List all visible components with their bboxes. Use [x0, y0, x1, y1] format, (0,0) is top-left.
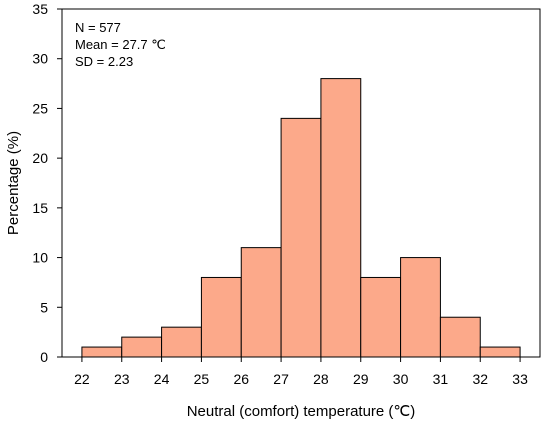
x-tick-label: 27 — [273, 371, 289, 387]
x-tick-label: 32 — [472, 371, 488, 387]
bar-23-24 — [121, 336, 163, 358]
x-axis-title: Neutral (comfort) temperature (℃) — [187, 403, 416, 420]
y-axis-ticks: 0 5 10 15 20 25 30 35 — [32, 1, 62, 365]
y-tick-label: 25 — [32, 100, 48, 116]
bar-26-27 — [240, 247, 282, 358]
x-tick-label: 26 — [233, 371, 249, 387]
plot-frame — [61, 8, 541, 358]
x-tick-label: 25 — [194, 371, 210, 387]
bar-29-30 — [360, 276, 402, 358]
bar-32-33 — [479, 346, 521, 358]
annotations: N = 577 Mean = 27.7 ℃ SD = 2.23 — [75, 20, 166, 69]
x-tick-label: 29 — [353, 371, 369, 387]
x-tick-label: 28 — [313, 371, 329, 387]
y-tick-label: 35 — [32, 1, 48, 17]
x-tick-label: 23 — [114, 371, 130, 387]
y-tick-label: 15 — [32, 200, 48, 216]
x-axis-ticks: 22 23 24 25 26 27 28 29 30 31 32 33 — [74, 357, 528, 387]
x-tick-label: 30 — [393, 371, 409, 387]
bars-group — [81, 78, 521, 358]
annotation-line: N = 577 — [75, 20, 121, 35]
y-tick-label: 5 — [40, 299, 48, 315]
y-tick-label: 20 — [32, 150, 48, 166]
x-tick-label: 22 — [74, 371, 90, 387]
y-tick-label: 30 — [32, 51, 48, 67]
bar-25-26 — [200, 276, 242, 358]
bar-28-29 — [320, 78, 362, 358]
y-tick-label: 0 — [40, 349, 48, 365]
bar-31-32 — [439, 316, 481, 358]
y-tick-label: 10 — [32, 250, 48, 266]
bar-30-31 — [400, 257, 441, 358]
annotation-line: Mean = 27.7 ℃ — [75, 37, 166, 52]
y-axis-title: Percentage (%) — [5, 131, 22, 235]
x-tick-label: 33 — [512, 371, 528, 387]
bar-22-23 — [81, 346, 123, 358]
annotation-line: SD = 2.23 — [75, 54, 133, 69]
bar-24-25 — [161, 326, 202, 358]
bar-27-28 — [280, 117, 322, 358]
x-tick-label: 24 — [154, 371, 170, 387]
x-tick-label: 31 — [433, 371, 449, 387]
